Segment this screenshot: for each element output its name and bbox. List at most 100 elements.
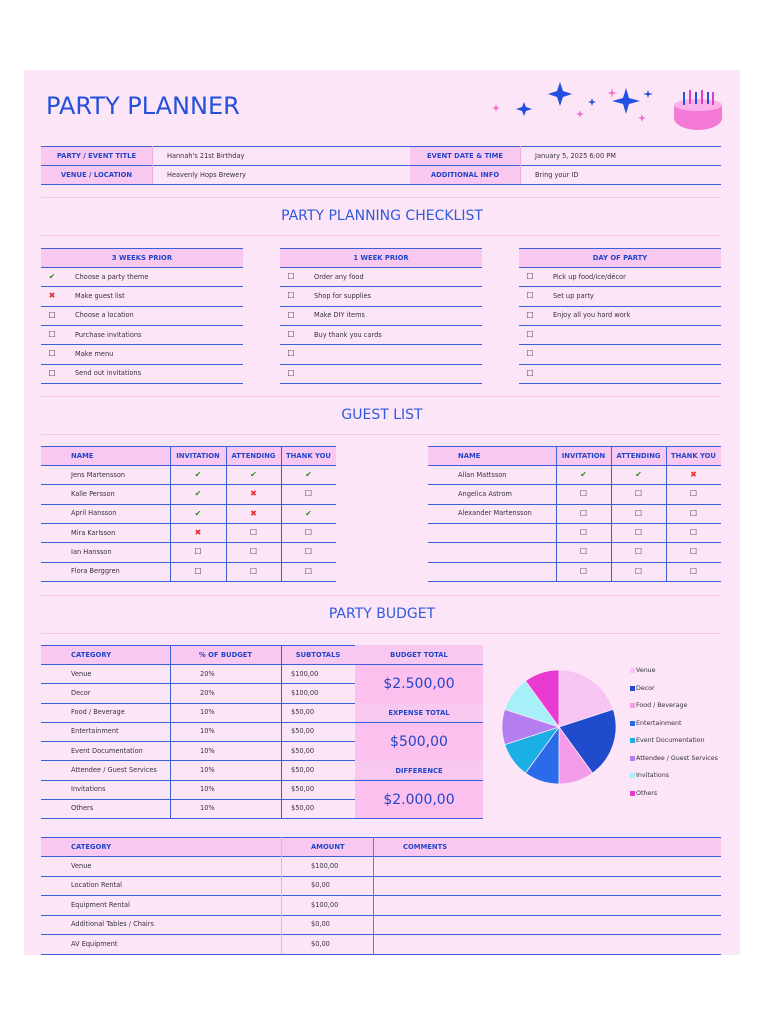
pie-slice [558, 708, 617, 774]
percent: 10% [200, 804, 215, 813]
rule [281, 645, 282, 818]
rule [519, 363, 721, 365]
field-label: VENUE / LOCATION [41, 165, 152, 184]
check-mark: ✖ [194, 528, 202, 538]
check-mark: ☐ [287, 368, 295, 378]
category: Venue [71, 669, 92, 678]
rule [428, 561, 721, 563]
task: Make guest list [75, 291, 125, 300]
rule [152, 146, 153, 184]
rule [519, 344, 721, 346]
check-mark: ✔ [194, 489, 202, 499]
rule [41, 798, 355, 800]
legend-label: Attendee / Guest Services [636, 754, 718, 762]
check-mark: ☐ [48, 330, 56, 340]
category: Attendee / Guest Services [71, 765, 157, 774]
column-header: NAME [428, 446, 556, 465]
legend-swatch [630, 790, 635, 796]
rule [41, 363, 243, 365]
task: Choose a party theme [75, 272, 149, 281]
rule [41, 779, 355, 781]
rule [41, 382, 243, 384]
amount: $0,00 [311, 939, 330, 948]
section-title: PARTY BUDGET [328, 606, 436, 622]
rule [428, 503, 721, 505]
category: Equipment Rental [71, 900, 130, 909]
column-header: THANK YOU [666, 446, 721, 465]
rule [666, 446, 667, 581]
rule [41, 248, 243, 249]
percent: 20% [200, 688, 215, 697]
guest-name: Kalle Persson [71, 489, 115, 498]
guest-name: Ian Hansson [71, 547, 112, 556]
rule [41, 465, 336, 466]
amount: $0,00 [311, 920, 330, 929]
guest-name [428, 542, 556, 561]
legend-label: Event Documentation [636, 737, 705, 744]
column-header: THANK YOU [281, 446, 336, 465]
percent: 10% [200, 727, 215, 736]
rule [41, 165, 721, 166]
category: Venue [71, 861, 92, 870]
check-mark: ☐ [579, 508, 588, 518]
check-mark: ☐ [48, 349, 56, 359]
total-label: BUDGET TOTAL [355, 645, 483, 664]
legend-swatch [630, 685, 635, 691]
legend-swatch [630, 738, 635, 743]
rule [280, 363, 482, 365]
rule [41, 484, 336, 486]
subtotal: $50,00 [291, 804, 315, 813]
rule [41, 934, 721, 935]
task: Send out invitations [75, 369, 142, 378]
check-mark: ☐ [634, 508, 643, 518]
subtotal: $50,00 [291, 727, 315, 736]
check-mark: ✔ [305, 470, 312, 480]
column-header: ATTENDING [226, 446, 281, 465]
column-header: INVITATION [170, 446, 226, 465]
field-label: ADDITIONAL INFO [410, 165, 520, 184]
guest-name [428, 523, 556, 542]
pie-slice [558, 669, 614, 728]
category: Invitations [71, 785, 106, 794]
task: Make menu [75, 349, 114, 358]
rule [41, 664, 355, 665]
rule [41, 503, 336, 505]
rule [280, 324, 482, 326]
check-mark: ☐ [526, 272, 534, 282]
rule [226, 446, 227, 581]
percent: 10% [200, 765, 215, 774]
check-mark: ☐ [287, 310, 295, 320]
rule [41, 235, 721, 236]
field-value: Bring your ID [535, 170, 579, 179]
category: AV Equipment [71, 939, 118, 948]
check-mark: ☐ [287, 291, 295, 301]
percent: 10% [200, 785, 215, 794]
check-mark: ☐ [526, 330, 534, 340]
rule [519, 286, 721, 288]
column-header: SUBTOTALS [281, 645, 355, 664]
legend-label: Others [636, 789, 658, 797]
guest-name [428, 562, 556, 581]
field-label: EVENT DATE & TIME [410, 146, 520, 165]
rule [281, 446, 282, 581]
rule [280, 267, 482, 268]
check-mark: ☐ [194, 547, 202, 557]
guest-name: Flora Berggren [71, 567, 120, 576]
guest-name: Allan Mattsson [458, 470, 507, 479]
task: Pick up food/ice/décor [553, 272, 626, 281]
rule [355, 664, 483, 665]
task: Purchase invitations [75, 330, 142, 339]
category: Location Rental [71, 881, 122, 890]
rule [281, 837, 282, 954]
rule [611, 446, 612, 581]
check-mark: ✖ [250, 489, 257, 499]
rule [519, 248, 721, 249]
rule [41, 741, 355, 742]
check-mark: ☐ [579, 489, 588, 499]
rule [41, 542, 336, 544]
rule [41, 633, 721, 634]
check-mark: ☐ [287, 349, 295, 359]
percent: 20% [200, 669, 215, 678]
check-mark: ✔ [635, 470, 642, 480]
